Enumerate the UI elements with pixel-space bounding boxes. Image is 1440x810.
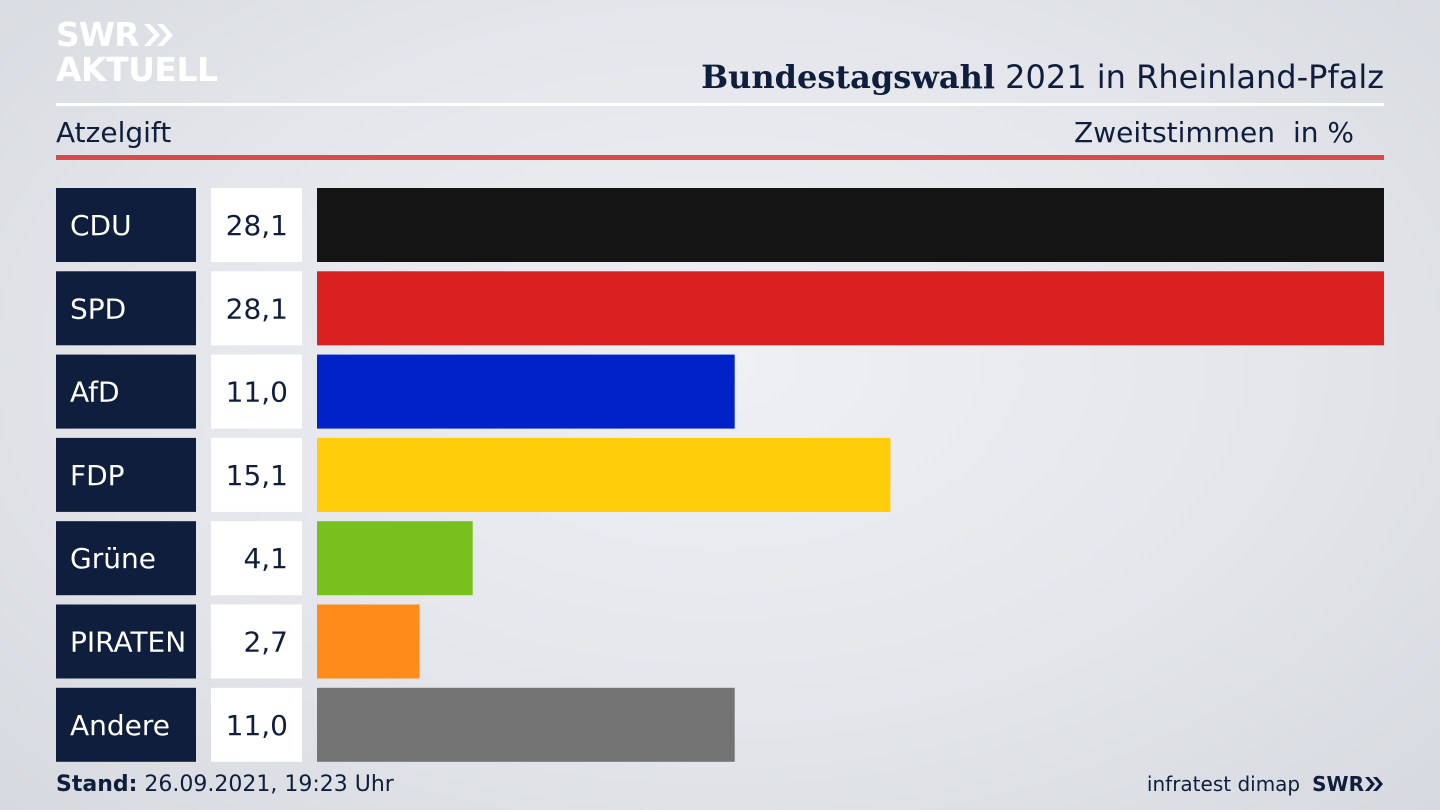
bar-row: CDU 28,1 [56, 188, 1384, 262]
bar [317, 521, 473, 596]
logo-line2: AKTUELL [56, 50, 218, 89]
category-label: FDP [70, 459, 125, 492]
category-label: AfD [70, 376, 120, 409]
value-label-box [211, 271, 302, 346]
metric-name: Zweitstimmen [1074, 116, 1275, 149]
value-label-box [211, 437, 302, 512]
bar-row: AfD 11,0 [56, 354, 735, 429]
value-label-box [211, 521, 302, 596]
category-label: Andere [70, 709, 170, 742]
bar [317, 271, 1384, 346]
category-label-box [56, 188, 196, 262]
category-label: PIRATEN [70, 626, 186, 659]
logo-line1: SWR [56, 15, 140, 54]
data-label: 4,1 [243, 542, 288, 575]
title-rest: 2021 in Rheinland-Pfalz [1005, 58, 1384, 96]
bar-row: FDP 15,1 [56, 437, 891, 512]
stand-value: 26.09.2021, 19:23 Uhr [144, 772, 394, 797]
swr-aktuell-logo: SWR AKTUELL [56, 18, 218, 86]
page-title: Bundestagswahl 2021 in Rheinland-Pfalz [701, 58, 1384, 96]
unit-label: in % [1292, 116, 1354, 149]
data-label: 11,0 [226, 376, 288, 409]
source-credit: infratest dimap SWR [1147, 772, 1384, 796]
bar [317, 354, 735, 429]
category-label-box [56, 521, 196, 596]
category-label-box [56, 271, 196, 346]
category-label: CDU [70, 209, 132, 242]
header-divider [56, 103, 1384, 106]
data-label: 2,7 [243, 626, 288, 659]
footer-logo-text: SWR [1312, 772, 1364, 796]
category-label-box [56, 687, 196, 762]
stand-label: Stand: [56, 772, 138, 797]
bar-row: SPD 28,1 [56, 271, 1384, 346]
category-label: Grüne [70, 542, 156, 575]
category-label-box [56, 437, 196, 512]
value-label-box [211, 354, 302, 429]
data-label: 15,1 [226, 459, 288, 492]
value-label-box [211, 604, 302, 679]
source-label: infratest dimap [1146, 772, 1301, 796]
value-label-box [211, 188, 302, 262]
data-label: 11,0 [226, 709, 288, 742]
category-label: SPD [70, 292, 126, 325]
double-chevron-icon [143, 23, 173, 46]
value-label-box [211, 687, 302, 762]
data-label: 28,1 [226, 209, 288, 242]
bar [317, 188, 1384, 262]
data-label: 28,1 [226, 292, 288, 325]
bar [317, 604, 420, 679]
footer-logo: SWR [1312, 772, 1384, 796]
category-label-box [56, 354, 196, 429]
double-chevron-icon [1365, 777, 1383, 791]
metric-label: Zweitstimmen in % [1074, 116, 1354, 149]
bar [317, 437, 891, 512]
accent-divider [56, 155, 1384, 160]
timestamp: Stand: 26.09.2021, 19:23 Uhr [56, 772, 394, 797]
region-label: Atzelgift [56, 116, 172, 149]
title-bold: Bundestagswahl [701, 58, 995, 96]
category-label-box [56, 604, 196, 679]
bar [317, 687, 735, 762]
bar-row: Grüne 4,1 [56, 521, 473, 596]
bar-row: PIRATEN 2,7 [56, 604, 420, 679]
bar-row: Andere 11,0 [56, 687, 735, 762]
